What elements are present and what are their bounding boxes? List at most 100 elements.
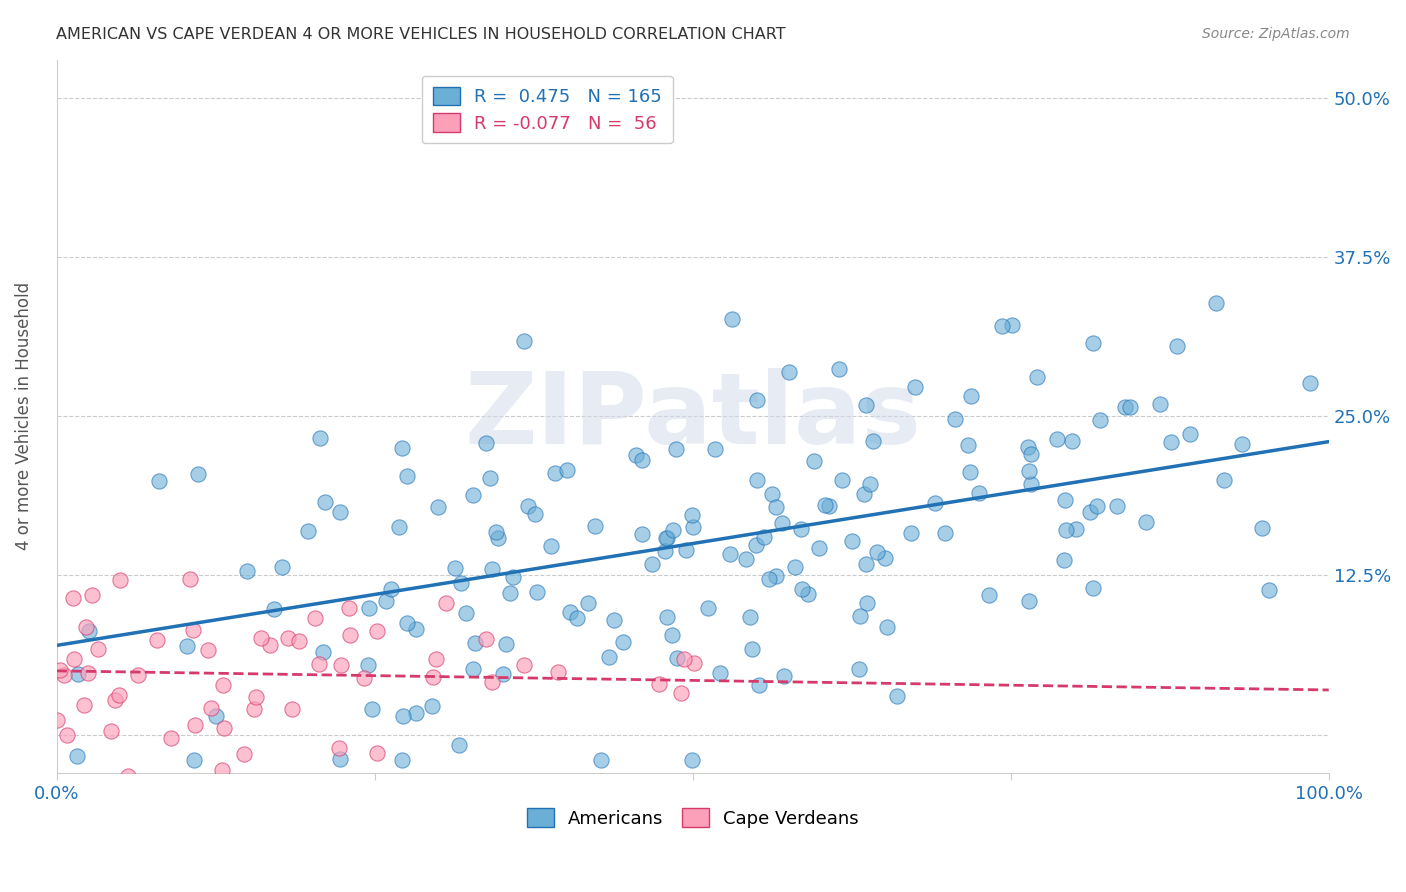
Cape Verdeans <box>160 731 183 745</box>
Cape Verdeans <box>181 623 204 637</box>
Americans <box>1258 582 1281 597</box>
Americans <box>589 753 612 767</box>
Americans <box>486 531 509 545</box>
Cape Verdeans <box>288 634 311 648</box>
Americans <box>977 588 1000 602</box>
Americans <box>709 666 731 681</box>
Americans <box>831 473 853 487</box>
Americans <box>66 667 89 681</box>
Americans <box>803 454 825 468</box>
Americans <box>718 547 741 561</box>
Americans <box>148 474 170 488</box>
Americans <box>681 508 703 522</box>
Cape Verdeans <box>87 641 110 656</box>
Americans <box>855 558 877 572</box>
Americans <box>900 525 922 540</box>
Americans <box>481 562 503 576</box>
Americans <box>813 498 835 512</box>
Americans <box>1166 339 1188 353</box>
Cape Verdeans <box>127 667 149 681</box>
Americans <box>502 570 524 584</box>
Americans <box>1205 296 1227 310</box>
Cape Verdeans <box>77 666 100 681</box>
Americans <box>1026 370 1049 384</box>
Americans <box>1107 499 1129 513</box>
Americans <box>263 602 285 616</box>
Americans <box>1083 336 1105 351</box>
Cape Verdeans <box>366 747 388 761</box>
Americans <box>485 525 508 540</box>
Americans <box>461 662 484 676</box>
Americans <box>391 753 413 767</box>
Cape Verdeans <box>280 702 302 716</box>
Americans <box>765 568 787 582</box>
Cape Verdeans <box>75 620 97 634</box>
Americans <box>66 749 89 764</box>
Americans <box>797 587 820 601</box>
Cape Verdeans <box>353 671 375 685</box>
Americans <box>77 624 100 638</box>
Americans <box>374 594 396 608</box>
Americans <box>450 575 472 590</box>
Americans <box>956 438 979 452</box>
Americans <box>495 637 517 651</box>
Americans <box>1064 522 1087 536</box>
Americans <box>205 709 228 723</box>
Americans <box>1018 593 1040 607</box>
Americans <box>1135 515 1157 529</box>
Americans <box>752 530 775 544</box>
Americans <box>859 477 882 491</box>
Americans <box>492 667 515 681</box>
Cape Verdeans <box>103 693 125 707</box>
Americans <box>405 622 427 636</box>
Americans <box>655 531 678 545</box>
Americans <box>1062 434 1084 448</box>
Cape Verdeans <box>100 723 122 738</box>
Americans <box>662 523 685 537</box>
Cape Verdeans <box>200 701 222 715</box>
Americans <box>329 751 352 765</box>
Cape Verdeans <box>434 596 457 610</box>
Americans <box>747 473 769 487</box>
Americans <box>720 312 742 326</box>
Americans <box>657 609 679 624</box>
Americans <box>967 485 990 500</box>
Cape Verdeans <box>108 573 131 587</box>
Americans <box>665 650 688 665</box>
Americans <box>1299 376 1322 390</box>
Americans <box>1046 432 1069 446</box>
Americans <box>478 471 501 485</box>
Americans <box>544 466 567 480</box>
Americans <box>641 557 664 571</box>
Cape Verdeans <box>62 651 84 665</box>
Americans <box>444 561 467 575</box>
Americans <box>849 608 872 623</box>
Cape Verdeans <box>117 769 139 783</box>
Cape Verdeans <box>52 668 75 682</box>
Cape Verdeans <box>233 747 256 762</box>
Americans <box>704 442 727 457</box>
Cape Verdeans <box>475 632 498 646</box>
Americans <box>447 738 470 752</box>
Americans <box>499 586 522 600</box>
Americans <box>665 442 688 456</box>
Americans <box>583 518 606 533</box>
Americans <box>405 706 427 721</box>
Cape Verdeans <box>55 728 77 742</box>
Americans <box>758 573 780 587</box>
Americans <box>991 319 1014 334</box>
Americans <box>297 524 319 538</box>
Americans <box>357 601 380 615</box>
Cape Verdeans <box>669 685 692 699</box>
Cape Verdeans <box>243 701 266 715</box>
Americans <box>454 606 477 620</box>
Americans <box>792 582 814 596</box>
Cape Verdeans <box>214 721 236 735</box>
Americans <box>1081 582 1104 596</box>
Cape Verdeans <box>245 690 267 704</box>
Americans <box>772 669 794 683</box>
Americans <box>1019 447 1042 461</box>
Americans <box>738 609 761 624</box>
Americans <box>848 662 870 676</box>
Americans <box>745 537 768 551</box>
